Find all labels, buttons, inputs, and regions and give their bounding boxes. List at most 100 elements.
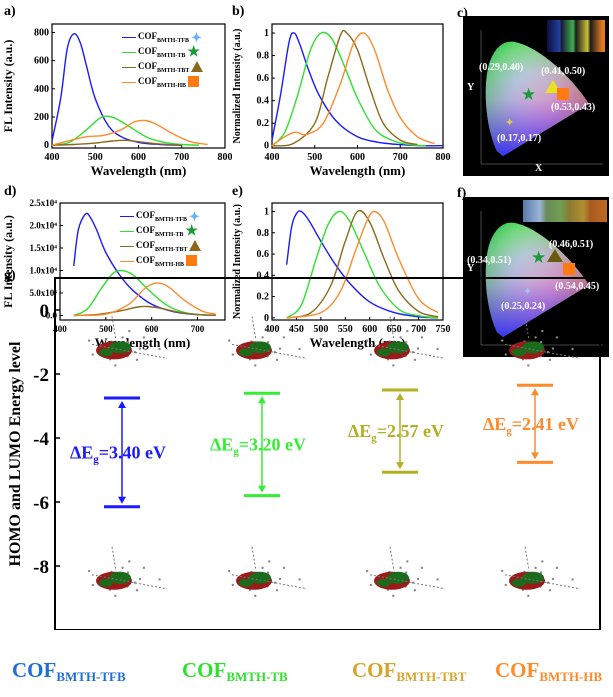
panel-label-c: c) xyxy=(457,6,468,21)
y-tick-label: 0.6 xyxy=(257,73,270,84)
cof-label-tb: COFBMTH-TB xyxy=(182,658,288,684)
legend-label: COFBMTH-TBT xyxy=(136,240,188,253)
mol-homo xyxy=(227,546,308,598)
mol-lumo xyxy=(365,316,446,367)
legend-entry-hb: COFBMTH-HB xyxy=(120,254,230,269)
series-line-olive xyxy=(271,29,418,147)
vial-photo-c xyxy=(547,20,605,52)
y-tick-label: 1.5x10⁴ xyxy=(30,243,58,253)
x-tick-label: 700 xyxy=(174,152,189,163)
star-marker-icon: ★ xyxy=(185,224,198,239)
x-tick-label: 550 xyxy=(338,324,353,335)
legend-a: COFBMTH-TFB ✦ COFBMTH-TB ★ COFBMTH-TBT COFBMT… xyxy=(122,30,232,90)
x-tick-label: 500 xyxy=(313,324,328,335)
legend-entry-tfb: COFBMTH-TFB ✦ xyxy=(120,209,230,224)
y-tick-label: 2.5x10⁴ xyxy=(30,198,58,208)
legend-swatch xyxy=(122,37,136,38)
legend-swatch xyxy=(120,246,134,247)
legend-swatch xyxy=(120,216,134,217)
legend-entry-tfb: COFBMTH-TFB ✦ xyxy=(122,30,232,45)
series-line-olive xyxy=(286,209,439,319)
star-marker-icon: ✦ xyxy=(191,29,202,45)
cie-f-point-tfb: (0.25,0.24) xyxy=(501,301,546,312)
x-axis-label: Wavelength (nm) xyxy=(91,163,187,178)
x-tick-label: 700 xyxy=(191,324,205,334)
series-line-orange xyxy=(271,32,435,147)
legend-d: COFBMTH-TFB ✦ COFBMTH-TB ★ COFBMTH-TBT COFBMT… xyxy=(120,209,230,269)
x-tick-label: 700 xyxy=(393,152,408,163)
gap-label: ΔEg=2.57 eV xyxy=(348,421,444,444)
legend-label: COFBMTH-TB xyxy=(138,46,186,59)
y-tick-label: -2 xyxy=(33,365,49,386)
series-line-orange xyxy=(51,119,208,146)
legend-entry-tbt: COFBMTH-TBT xyxy=(122,60,232,75)
series-line-olive xyxy=(51,139,182,146)
mol-homo xyxy=(500,546,581,598)
x-tick-label: 500 xyxy=(307,152,322,163)
cof-label-hb: COFBMTH-HB xyxy=(495,658,603,684)
y-tick-label: 0.2 xyxy=(257,118,270,129)
y-tick-label: 800 xyxy=(34,27,49,38)
mol-homo xyxy=(87,546,168,598)
square-marker-hb-f xyxy=(563,263,575,275)
chart-b: 400 500 600 700 800 0 0.2 0.4 0.6 0.8 1 Wavelength … xyxy=(232,23,451,178)
cof-label-tfb: COFBMTH-TFB xyxy=(12,658,126,684)
y-tick-label: 0.0 xyxy=(46,311,58,321)
legend-label: COFBMTH-HB xyxy=(138,76,187,89)
x-tick-label: 500 xyxy=(88,152,103,163)
series-line-orange xyxy=(73,282,216,317)
y-tick-label: 0.2 xyxy=(257,292,270,303)
y-axis-label: Normalized Intensity (a.u.) xyxy=(232,204,243,319)
series-line-orange xyxy=(286,210,439,319)
x-tick-label: 800 xyxy=(436,152,451,163)
powder-photo-f xyxy=(523,200,607,222)
chart-g: 0 -2 -4 -6 -8 HOMO and LUMO Energy level ΔEg=3… xyxy=(7,277,601,630)
legend-entry-tb: COFBMTH-TB ★ xyxy=(122,45,232,60)
x-tick-label: 500 xyxy=(99,324,113,334)
legend-label: COFBMTH-TFB xyxy=(138,31,190,44)
star-marker-tb-c: ★ xyxy=(521,85,537,104)
cof-name-labels: COFBMTH-TFB COFBMTH-TB COFBMTH-TBT COFBMTH-… xyxy=(0,650,613,696)
chart-a: 400 500 600 700 800 0 200 400 600 800 Wavelength (… xyxy=(1,23,233,178)
legend-entry-tbt: COFBMTH-TBT xyxy=(120,239,230,254)
y-tick-label: 0.4 xyxy=(257,270,270,281)
panel-label-a: a) xyxy=(4,4,16,19)
series-line-green xyxy=(286,210,439,319)
y-tick-label: 1.0x10⁴ xyxy=(30,266,58,276)
x-tick-label: 600 xyxy=(362,324,377,335)
legend-swatch xyxy=(120,261,134,262)
x-tick-label: 800 xyxy=(218,152,233,163)
cie-c-y-label: Y xyxy=(467,82,475,93)
series-line-blue xyxy=(285,210,439,319)
legend-swatch xyxy=(120,231,134,232)
panel-label-d: d) xyxy=(4,184,17,199)
star-marker-icon: ✦ xyxy=(189,208,200,224)
mol-lumo xyxy=(227,316,308,367)
gap-label: ΔEg=2.41 eV xyxy=(483,414,579,437)
y-tick-label: 0.8 xyxy=(257,51,270,62)
square-marker-icon xyxy=(188,76,200,87)
series-line-green xyxy=(271,31,426,147)
legend-label: COFBMTH-TFB xyxy=(136,210,188,223)
star-marker-tfb-f: ✦ xyxy=(523,286,533,298)
legend-swatch xyxy=(122,52,136,53)
chart-e: 400 450 500 550 600 650 700 75000.20.40.60.81Wa… xyxy=(232,202,451,350)
legend-swatch xyxy=(122,82,136,83)
triangle-marker-tbt-f xyxy=(547,249,563,262)
x-tick-label: 650 xyxy=(387,324,402,335)
x-tick-label: 400 xyxy=(53,324,67,334)
y-tick-label: 5.0x10³ xyxy=(30,288,58,298)
legend-label: COFBMTH-HB xyxy=(136,255,185,268)
x-tick-label: 600 xyxy=(131,152,146,163)
cie-diagram-c: Y X (0.29,0.40) (0.41,0.50) (0.53,0.43) … xyxy=(463,16,609,176)
y-tick-label: -6 xyxy=(33,493,49,514)
series-line-olive xyxy=(73,305,216,317)
y-tick-label: 0 xyxy=(264,141,269,152)
cie-f-y-label: Y xyxy=(467,263,475,274)
panel-label-b: b) xyxy=(232,4,245,19)
y-tick-label: -4 xyxy=(33,429,49,450)
x-tick-label: 700 xyxy=(411,324,426,335)
x-axis-label: Wavelength (nm) xyxy=(310,163,406,178)
cof-label-tbt: COFBMTH-TBT xyxy=(352,658,467,684)
y-axis-label: Normalized Intensity (a.u.) xyxy=(232,29,243,144)
